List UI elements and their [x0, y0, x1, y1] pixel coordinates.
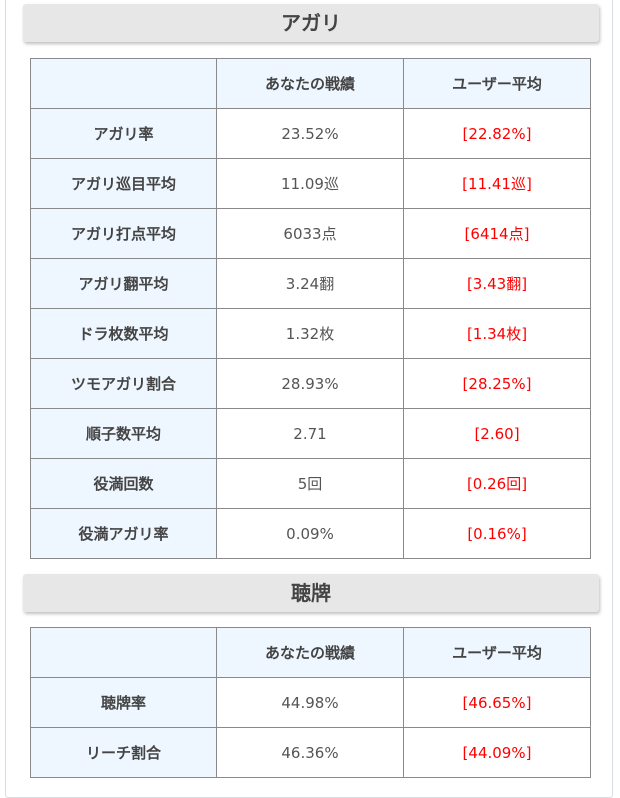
- your-value: 0.09%: [216, 508, 404, 559]
- table-row: アガリ打点平均 6033点 [6414点]: [30, 208, 591, 259]
- table-row: 役満アガリ率 0.09% [0.16%]: [30, 508, 591, 559]
- your-value: 23.52%: [216, 108, 404, 159]
- table-row: ドラ枚数平均 1.32枚 [1.34枚]: [30, 308, 591, 359]
- your-value: 3.24翻: [216, 258, 404, 309]
- header-user-average: ユーザー平均: [403, 58, 591, 109]
- average-value: [46.65%]: [403, 677, 591, 728]
- average-value: [1.34枚]: [403, 308, 591, 359]
- your-value: 28.93%: [216, 358, 404, 409]
- average-value: [3.43翻]: [403, 258, 591, 309]
- your-value: 46.36%: [216, 727, 404, 778]
- table-row: リーチ割合 46.36% [44.09%]: [30, 727, 591, 778]
- tenpai-stats-table: あなたの戦績 ユーザー平均 聴牌率 44.98% [46.65%] リーチ割合 46.3…: [30, 627, 591, 778]
- section-header-tenpai: 聴牌: [23, 574, 599, 612]
- header-user-average: ユーザー平均: [403, 627, 591, 678]
- table-row: 聴牌率 44.98% [46.65%]: [30, 677, 591, 728]
- average-value: [6414点]: [403, 208, 591, 259]
- average-value: [0.16%]: [403, 508, 591, 559]
- table-row: アガリ巡目平均 11.09巡 [11.41巡]: [30, 158, 591, 209]
- section-header-agari: アガリ: [23, 4, 599, 42]
- your-value: 1.32枚: [216, 308, 404, 359]
- row-label: ツモアガリ割合: [30, 358, 217, 409]
- table-row: アガリ率 23.52% [22.82%]: [30, 108, 591, 159]
- average-value: [44.09%]: [403, 727, 591, 778]
- table-header-row: あなたの戦績 ユーザー平均: [30, 58, 591, 109]
- your-value: 11.09巡: [216, 158, 404, 209]
- row-label: アガリ打点平均: [30, 208, 217, 259]
- row-label: アガリ翻平均: [30, 258, 217, 309]
- average-value: [2.60]: [403, 408, 591, 459]
- header-your-record: あなたの戦績: [216, 627, 404, 678]
- header-your-record: あなたの戦績: [216, 58, 404, 109]
- table-row: 役満回数 5回 [0.26回]: [30, 458, 591, 509]
- average-value: [22.82%]: [403, 108, 591, 159]
- row-label: 役満アガリ率: [30, 508, 217, 559]
- your-value: 2.71: [216, 408, 404, 459]
- table-row: ツモアガリ割合 28.93% [28.25%]: [30, 358, 591, 409]
- row-label: アガリ巡目平均: [30, 158, 217, 209]
- average-value: [11.41巡]: [403, 158, 591, 209]
- table-row: 順子数平均 2.71 [2.60]: [30, 408, 591, 459]
- table-row: アガリ翻平均 3.24翻 [3.43翻]: [30, 258, 591, 309]
- row-label: 役満回数: [30, 458, 217, 509]
- your-value: 6033点: [216, 208, 404, 259]
- row-label: 順子数平均: [30, 408, 217, 459]
- row-label: リーチ割合: [30, 727, 217, 778]
- your-value: 44.98%: [216, 677, 404, 728]
- row-label: アガリ率: [30, 108, 217, 159]
- agari-stats-table: あなたの戦績 ユーザー平均 アガリ率 23.52% [22.82%] アガリ巡目平均 1…: [30, 58, 591, 559]
- row-label: 聴牌率: [30, 677, 217, 728]
- your-value: 5回: [216, 458, 404, 509]
- average-value: [28.25%]: [403, 358, 591, 409]
- table-header-row: あなたの戦績 ユーザー平均: [30, 627, 591, 678]
- header-blank: [30, 627, 217, 678]
- header-blank: [30, 58, 217, 109]
- row-label: ドラ枚数平均: [30, 308, 217, 359]
- average-value: [0.26回]: [403, 458, 591, 509]
